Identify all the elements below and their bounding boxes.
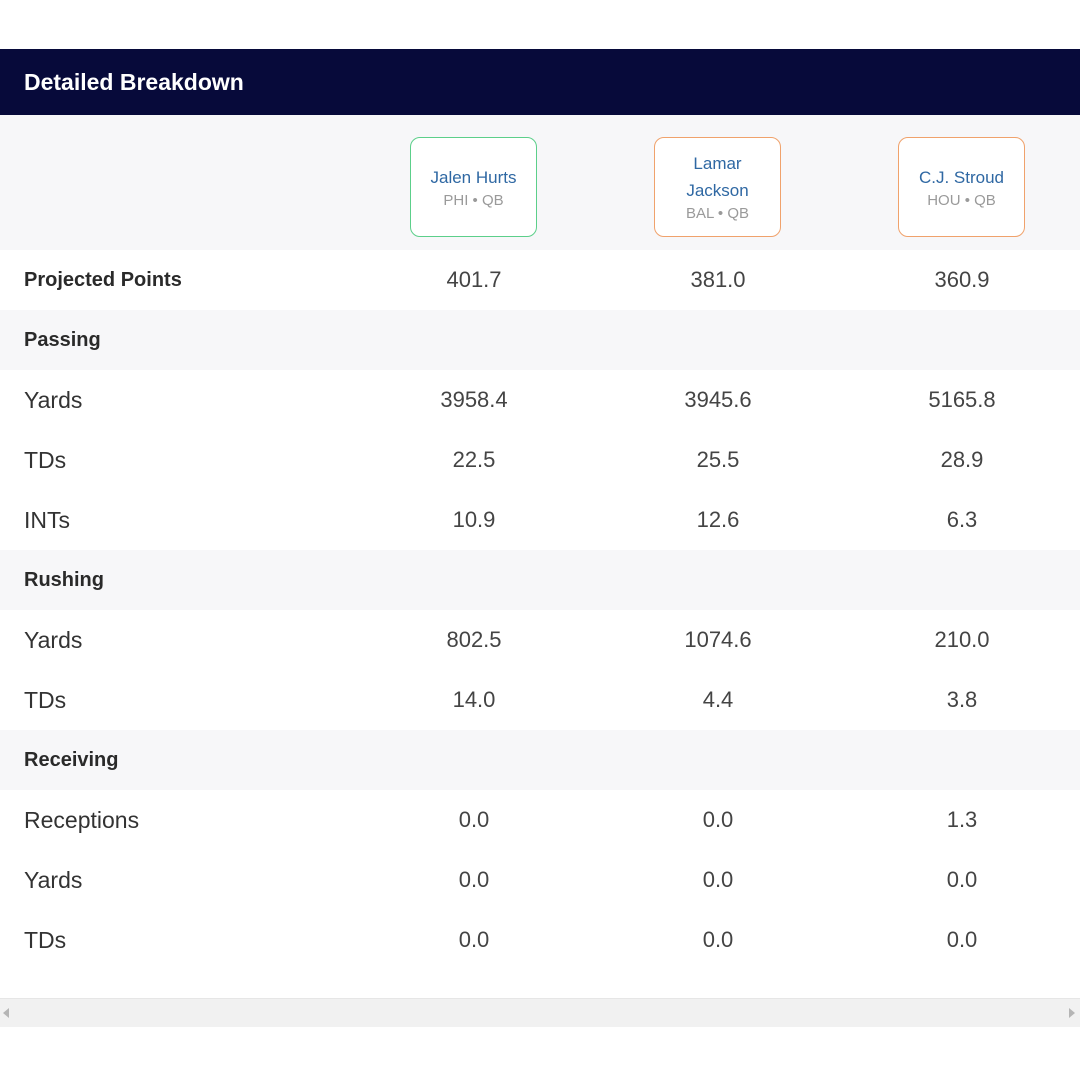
value-cj-stroud: 3.8 [946,687,978,712]
section-passing: Passing [0,310,1080,370]
row-label: INTs [24,507,70,533]
value-lamar-jackson: 0.0 [702,807,734,832]
value-jalen-hurts: 22.5 [452,447,496,472]
value-lamar-jackson: 0.0 [702,867,734,892]
section-rushing: Rushing [0,550,1080,610]
value-cj-stroud: 360.9 [934,267,990,292]
row-passing-ints: INTs 10.9 12.6 6.3 [0,490,1080,550]
value-lamar-jackson: 1074.6 [684,627,752,652]
row-projected-points: Projected Points 401.7 381.0 360.9 [0,250,1080,310]
value-lamar-jackson: 381.0 [690,267,746,292]
player-card-lamar-jackson[interactable]: Lamar Jackson BAL • QB [654,137,781,237]
row-label: Yards [24,627,83,653]
player-header-row: Jalen Hurts PHI • QB Lamar Jackson BAL •… [0,115,1080,250]
value-lamar-jackson: 25.5 [696,447,740,472]
player-team-position: BAL • QB [685,205,750,222]
value-jalen-hurts: 802.5 [446,627,502,652]
player-name: Jalen Hurts [430,167,517,187]
row-receiving-yards: Yards 0.0 0.0 0.0 [0,850,1080,910]
row-receiving-receptions: Receptions 0.0 0.0 1.3 [0,790,1080,850]
section-label: Receiving [24,749,119,771]
section-label: Passing [24,329,101,351]
player-team-position: HOU • QB [927,191,996,209]
row-rushing-yards: Yards 802.5 1074.6 210.0 [0,610,1080,670]
row-label: TDs [24,927,67,953]
value-cj-stroud: 0.0 [946,927,978,952]
value-cj-stroud: 28.9 [940,447,984,472]
player-name: Lamar Jackson [686,154,749,200]
row-passing-yards: Yards 3958.4 3945.6 5165.8 [0,370,1080,430]
value-jalen-hurts: 0.0 [458,927,490,952]
panel-header: Detailed Breakdown [0,49,1080,115]
row-rushing-tds: TDs 14.0 4.4 3.8 [0,670,1080,730]
value-jalen-hurts: 0.0 [458,807,490,832]
row-label: Receptions [24,807,140,833]
player-team-position: PHI • QB [443,191,504,209]
panel-title: Detailed Breakdown [24,68,244,95]
player-card-jalen-hurts[interactable]: Jalen Hurts PHI • QB [410,137,537,237]
row-label: Yards [24,867,83,893]
player-card-cj-stroud[interactable]: C.J. Stroud HOU • QB [898,137,1025,237]
row-passing-tds: TDs 22.5 25.5 28.9 [0,430,1080,490]
row-label: Projected Points [24,269,182,291]
row-label: TDs [24,447,67,473]
scroll-right-icon[interactable] [1069,1008,1075,1018]
stats-table: Projected Points 401.7 381.0 360.9 Passi… [0,250,1080,970]
value-lamar-jackson: 4.4 [702,687,734,712]
value-lamar-jackson: 0.0 [702,927,734,952]
value-cj-stroud: 1.3 [946,807,978,832]
horizontal-scrollbar[interactable] [0,998,1080,1027]
section-receiving: Receiving [0,730,1080,790]
value-cj-stroud: 6.3 [946,507,978,532]
value-cj-stroud: 5165.8 [928,387,996,412]
value-jalen-hurts: 401.7 [446,267,502,292]
value-lamar-jackson: 12.6 [696,507,740,532]
row-receiving-tds: TDs 0.0 0.0 0.0 [0,910,1080,970]
value-lamar-jackson: 3945.6 [684,387,752,412]
value-jalen-hurts: 3958.4 [440,387,508,412]
value-cj-stroud: 210.0 [934,627,990,652]
section-label: Rushing [24,569,104,591]
value-jalen-hurts: 10.9 [452,507,496,532]
value-jalen-hurts: 0.0 [458,867,490,892]
value-cj-stroud: 0.0 [946,867,978,892]
row-label: Yards [24,387,83,413]
scroll-left-icon[interactable] [3,1008,9,1018]
row-label: TDs [24,687,67,713]
value-jalen-hurts: 14.0 [452,687,496,712]
player-name: C.J. Stroud [918,167,1005,187]
